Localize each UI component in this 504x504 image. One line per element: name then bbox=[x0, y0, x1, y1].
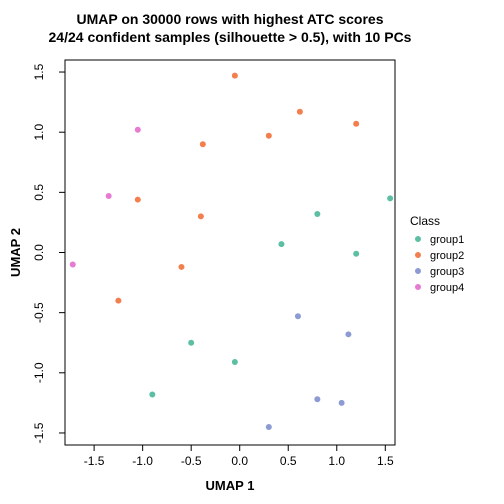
x-tick-label: 0.0 bbox=[231, 454, 248, 468]
legend-swatch-icon bbox=[415, 268, 421, 274]
data-point-group2 bbox=[178, 264, 184, 270]
data-point-group2 bbox=[353, 121, 359, 127]
data-point-group1 bbox=[314, 211, 320, 217]
y-tick-label: -1.0 bbox=[32, 362, 46, 383]
y-tick-label: 1.5 bbox=[32, 63, 46, 80]
x-tick-label: -1.5 bbox=[84, 454, 105, 468]
legend-item-label: group1 bbox=[430, 234, 464, 246]
x-axis-label: UMAP 1 bbox=[206, 478, 255, 493]
data-point-group4 bbox=[106, 193, 112, 199]
data-point-group3 bbox=[314, 396, 320, 402]
x-tick-label: 1.5 bbox=[377, 454, 394, 468]
data-point-group3 bbox=[295, 313, 301, 319]
x-tick-label: -1.0 bbox=[132, 454, 153, 468]
data-point-group2 bbox=[198, 213, 204, 219]
data-point-group1 bbox=[232, 359, 238, 365]
chart-title-line2: 24/24 confident samples (silhouette > 0.… bbox=[49, 29, 412, 45]
x-tick-label: 0.5 bbox=[280, 454, 297, 468]
chart-title-line1: UMAP on 30000 rows with highest ATC scor… bbox=[76, 11, 383, 27]
data-point-group1 bbox=[188, 340, 194, 346]
scatter-chart: UMAP on 30000 rows with highest ATC scor… bbox=[0, 0, 504, 504]
legend-title: Class bbox=[410, 214, 440, 228]
y-tick-label: 0.0 bbox=[32, 244, 46, 261]
data-point-group2 bbox=[135, 197, 141, 203]
data-point-group2 bbox=[297, 109, 303, 115]
y-tick-label: -0.5 bbox=[32, 302, 46, 323]
data-point-group2 bbox=[200, 141, 206, 147]
plot-box bbox=[65, 60, 395, 445]
y-axis-label: UMAP 2 bbox=[8, 228, 23, 277]
y-tick-label: 1.0 bbox=[32, 124, 46, 141]
legend-item-label: group2 bbox=[430, 250, 464, 262]
x-tick-label: 1.0 bbox=[328, 454, 345, 468]
data-point-group3 bbox=[339, 400, 345, 406]
legend-item-label: group4 bbox=[430, 282, 464, 294]
y-tick-label: -1.5 bbox=[32, 422, 46, 443]
legend-item-label: group3 bbox=[430, 266, 464, 278]
data-point-group1 bbox=[353, 251, 359, 257]
data-point-group4 bbox=[135, 127, 141, 133]
data-point-group1 bbox=[387, 195, 393, 201]
data-point-group1 bbox=[149, 391, 155, 397]
data-point-group3 bbox=[345, 331, 351, 337]
data-point-group3 bbox=[266, 424, 272, 430]
data-point-group2 bbox=[266, 133, 272, 139]
x-tick-label: -0.5 bbox=[181, 454, 202, 468]
legend-swatch-icon bbox=[415, 236, 421, 242]
data-point-group4 bbox=[70, 262, 76, 268]
legend-swatch-icon bbox=[415, 252, 421, 258]
data-point-group1 bbox=[278, 241, 284, 247]
data-point-group2 bbox=[115, 298, 121, 304]
legend-swatch-icon bbox=[415, 284, 421, 290]
chart-container: UMAP on 30000 rows with highest ATC scor… bbox=[0, 0, 504, 504]
data-point-group2 bbox=[232, 73, 238, 79]
y-tick-label: 0.5 bbox=[32, 184, 46, 201]
